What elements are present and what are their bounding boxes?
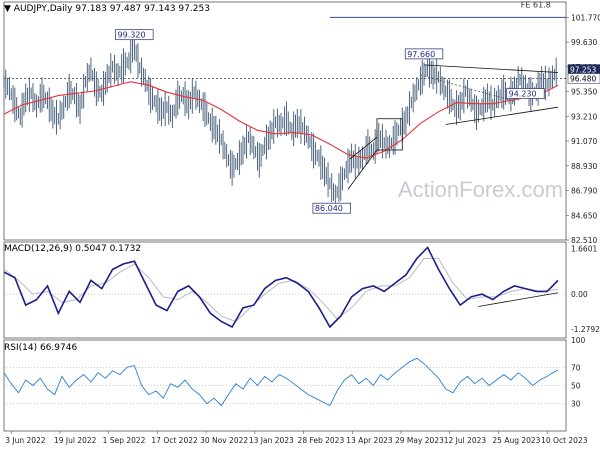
x-tick-label: 13 Apr 2023 xyxy=(346,436,393,445)
x-tick-label: 17 Oct 2022 xyxy=(151,436,198,445)
rsi-y-tick-label: 30 xyxy=(571,400,581,409)
trendline xyxy=(424,64,559,73)
trendline xyxy=(445,106,559,125)
annotations: 99.320 86.040 97.660 94.230 FE 61.8 97.25396.… xyxy=(115,0,600,214)
trendline xyxy=(349,136,378,160)
macd-y-tick-label: -1.2792 xyxy=(571,325,600,334)
macd-pane-lines xyxy=(3,246,566,329)
price-y-tick-label: 99.630 xyxy=(571,38,597,47)
rsi-pane-lines xyxy=(3,357,566,407)
price-pane-frame xyxy=(3,1,567,241)
macd-signal-line xyxy=(3,258,559,323)
macd-trendline xyxy=(478,292,559,307)
x-tick-label: 29 May 2023 xyxy=(395,436,444,445)
macd-label: MACD(12,26,9) 0.5047 0.1732 xyxy=(4,244,142,254)
symbol-icon: ▼ xyxy=(4,4,11,14)
trendline xyxy=(420,74,515,102)
macd-y-tick-label: 1.6601 xyxy=(571,245,597,254)
price-y-tick-label: 91.070 xyxy=(571,137,597,146)
x-tick-label: 12 Jul 2023 xyxy=(444,436,487,445)
price-y-tick-label: 101.770 xyxy=(571,13,600,22)
x-tick-labels: 3 Jun 2022 19 Jul 2022 1 Sep 2022 17 Oct 20… xyxy=(5,431,588,445)
chart-header: ▼ AUDJPY,Daily 97.183 97.487 97.143 97.2… xyxy=(4,4,210,14)
price-tag-label: 96.480 xyxy=(570,75,596,84)
annotation-label: 86.040 xyxy=(315,204,343,213)
price-tag-label: 97.253 xyxy=(570,66,596,75)
rsi-y-tick-label: 100 xyxy=(571,336,586,345)
annotation-box xyxy=(312,202,351,214)
x-tick-label: 19 Jul 2022 xyxy=(54,436,97,445)
macd-line xyxy=(3,246,559,329)
price-y-tick-label: 82.510 xyxy=(571,236,597,245)
annotation-label: FE 61.8 xyxy=(521,0,551,9)
x-tick-label: 28 Feb 2023 xyxy=(298,436,345,445)
macd-pane-frame xyxy=(3,241,567,339)
rsi-y-tick-label: 50 xyxy=(571,382,581,391)
price-pane-lines xyxy=(3,16,566,208)
annotation-box xyxy=(404,48,444,60)
sma-line xyxy=(3,81,559,159)
price-y-tick-label: 86.790 xyxy=(571,187,597,196)
price-tag-box xyxy=(567,73,600,84)
consolidation-box xyxy=(376,118,403,151)
x-tick-label: 3 Jun 2022 xyxy=(5,436,46,445)
annotation-label: 99.320 xyxy=(118,31,146,40)
rsi-line xyxy=(3,357,559,407)
watermark: ActionForex.com xyxy=(398,177,564,202)
x-tick-label: 10 Oct 2023 xyxy=(541,436,588,445)
annotation-label: 97.660 xyxy=(407,50,435,59)
macd-y-tick-label: 0.00 xyxy=(571,290,588,299)
x-tick-label: 30 Nov 2022 xyxy=(200,436,248,445)
annotation-box xyxy=(115,29,154,41)
y-tick-labels: 101.77099.63097.49095.35093.21091.07088.… xyxy=(566,13,600,409)
annotation-label: 94.230 xyxy=(509,90,537,99)
rsi-y-tick-label: 70 xyxy=(571,363,581,372)
price-y-tick-label: 93.210 xyxy=(571,112,597,121)
price-y-tick-label: 95.350 xyxy=(571,88,597,97)
pane-frames xyxy=(3,1,567,432)
x-tick-label: 25 Aug 2023 xyxy=(492,436,540,445)
x-tick-label: 1 Sep 2022 xyxy=(103,436,146,445)
annotation-box xyxy=(506,88,545,99)
price-y-tick-label: 84.650 xyxy=(571,211,597,220)
x-tick-label: 13 Jan 2023 xyxy=(249,436,294,445)
price-y-tick-label: 88.930 xyxy=(571,162,597,171)
ohlc-values: 97.183 97.487 97.143 97.253 xyxy=(75,4,210,14)
trendline xyxy=(347,149,378,190)
symbol-label: AUDJPY,Daily xyxy=(13,4,73,14)
rsi-label: RSI(14) 66.9746 xyxy=(4,343,78,353)
